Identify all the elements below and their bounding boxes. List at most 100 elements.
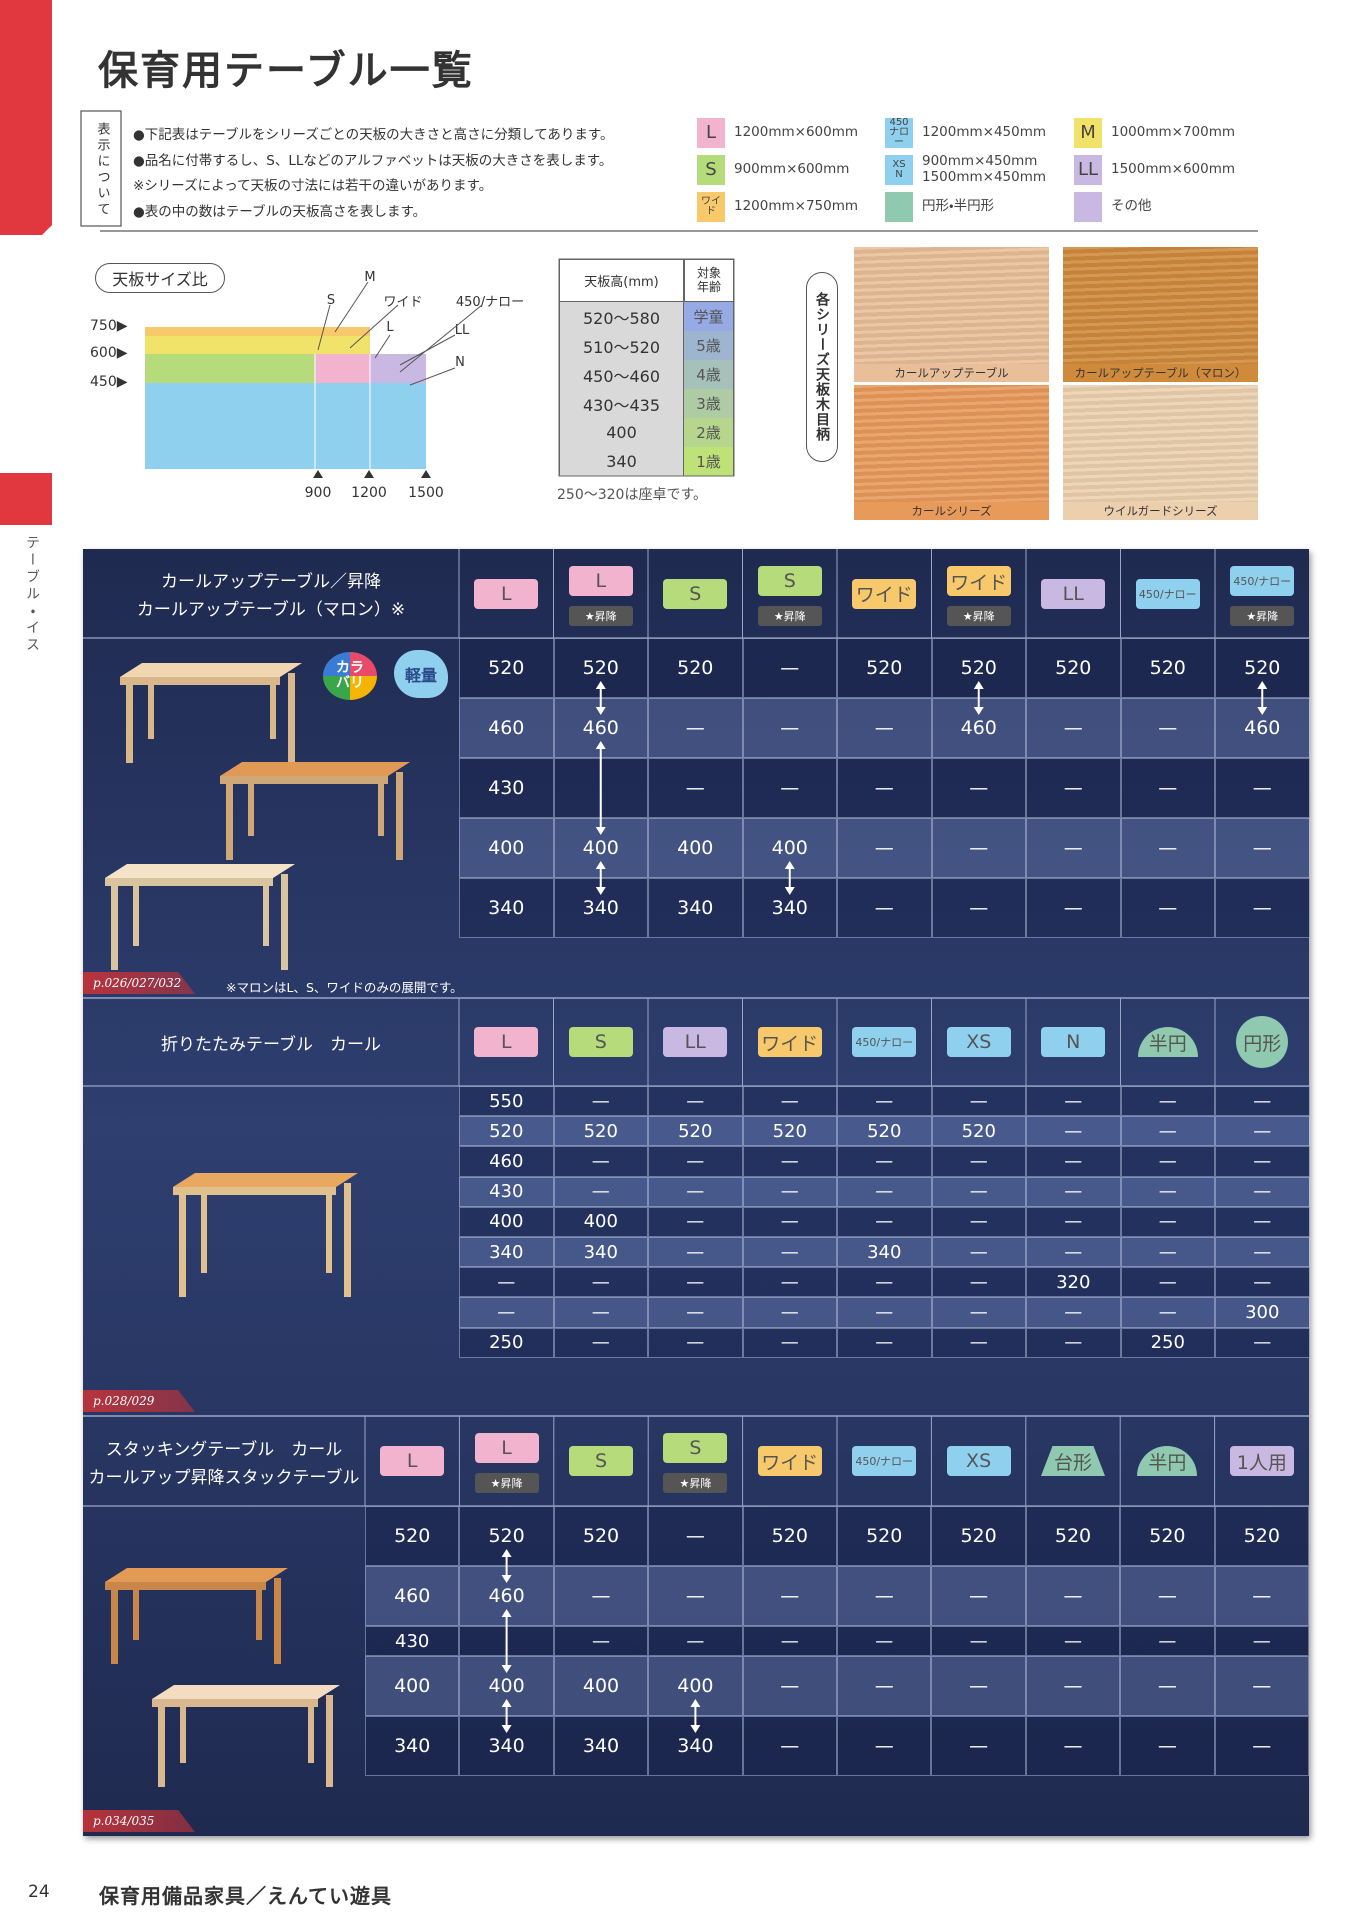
column-sub: ★昇降 [946, 606, 1011, 626]
cell: — [648, 1297, 743, 1328]
cell: — [1215, 1206, 1310, 1237]
age-note: 250～320は座卓です。 [557, 487, 708, 503]
column-code: 円形 [1236, 1016, 1289, 1068]
cell: — [1215, 758, 1310, 818]
cell: 520 [648, 1116, 743, 1147]
cell: — [931, 1297, 1026, 1328]
cell: — [837, 1656, 932, 1716]
cell: — [742, 1206, 837, 1237]
cell: — [1120, 1116, 1215, 1147]
cell: 460 [365, 1566, 460, 1626]
page-number: 24 [28, 1882, 50, 1902]
cell: — [931, 1566, 1026, 1626]
cell [459, 1626, 554, 1656]
cell: — [1025, 1656, 1121, 1716]
size-legend-swatch: M [1074, 118, 1102, 148]
size-legend-desc: 円形・半円形 [922, 198, 995, 215]
cell: — [1215, 1176, 1310, 1207]
cell: 250 [1120, 1327, 1215, 1358]
wood-label: ウイルガードシリーズ [1063, 502, 1258, 520]
column-code: S [569, 1446, 633, 1476]
cell: 340 [459, 1237, 554, 1268]
column-code: S [757, 566, 822, 596]
cell: — [1215, 1086, 1310, 1117]
cell: — [931, 818, 1026, 878]
size-legend-swatch [885, 192, 913, 222]
cell: 520 [742, 1116, 837, 1147]
size-block-label: ワイド [383, 294, 423, 310]
legend-heading: 表示について [94, 122, 110, 218]
size-legend-swatch: 450 ナロー [885, 118, 913, 148]
column-code: ワイド [946, 566, 1011, 596]
cell: — [648, 1176, 743, 1207]
column-code: XS [946, 1027, 1011, 1057]
cell: — [648, 1327, 743, 1358]
cell: — [1120, 818, 1215, 878]
wood-swatch [854, 385, 1049, 502]
wood-swatch [1063, 385, 1258, 502]
cell: — [1026, 1146, 1121, 1177]
cell: — [837, 698, 932, 758]
age-target: 2歳 [684, 418, 734, 447]
cell: — [1026, 1116, 1121, 1147]
cell: — [648, 1506, 743, 1566]
cell: — [931, 878, 1026, 938]
age-header: 対象年齢 [684, 259, 734, 302]
age-target: 4歳 [684, 360, 734, 389]
section-title: 折りたたみテーブル カール [161, 1034, 381, 1055]
cell: 520 [1214, 1506, 1309, 1566]
size-legend-desc: 1200mm×600mm [734, 124, 859, 141]
cell: — [742, 758, 837, 818]
cell: — [837, 1297, 932, 1328]
cell: — [1214, 1716, 1309, 1776]
cell: 340 [648, 878, 743, 938]
wood-swatch [854, 247, 1049, 364]
cell: 520 [931, 1116, 1026, 1147]
cell: — [742, 1716, 837, 1776]
size-block-label: XS [221, 418, 239, 434]
badge: 軽量 [394, 650, 448, 698]
page-ref: p.028/029 [83, 1390, 195, 1412]
cell: — [931, 1237, 1026, 1268]
cell: — [553, 1146, 648, 1177]
cell: 430 [459, 758, 554, 818]
cell: 520 [837, 1506, 932, 1566]
section-title: スタッキングテーブル カール [105, 1439, 343, 1460]
age-range: 340 [559, 447, 684, 476]
cell: — [1025, 1716, 1121, 1776]
size-block-label: LL [454, 322, 470, 338]
cell: — [553, 1297, 648, 1328]
column-code: L [568, 566, 633, 596]
size-block-label: N [455, 354, 465, 370]
cell: — [553, 1566, 649, 1626]
cell: — [742, 1566, 837, 1626]
note: ※シリーズによって天板の寸法には若干の違いがあります。 [133, 178, 493, 194]
cell: 520 [1215, 638, 1310, 698]
age-range: 430～435 [559, 389, 684, 418]
cell: — [1120, 1716, 1215, 1776]
cell: 460 [931, 698, 1026, 758]
cell: 520 [1120, 638, 1215, 698]
cell: — [837, 818, 932, 878]
cell: — [1120, 1267, 1215, 1298]
column-code: ワイド [757, 1446, 822, 1476]
size-x-label: 900 [304, 485, 332, 501]
cell: — [931, 1267, 1026, 1298]
cell: 400 [742, 818, 837, 878]
cell: — [1215, 818, 1310, 878]
cell: — [1120, 1566, 1215, 1626]
cell: — [837, 1566, 932, 1626]
cell: — [648, 758, 743, 818]
cell: 400 [553, 818, 648, 878]
cell: 400 [648, 818, 743, 878]
column-sub: ★昇降 [1230, 606, 1295, 626]
column-code: L [380, 1446, 445, 1476]
cell: — [1120, 1206, 1215, 1237]
cell: — [837, 1327, 932, 1358]
size-legend-desc: 1500mm×600mm [1111, 161, 1236, 178]
cell: 520 [837, 1116, 932, 1147]
cell: 520 [459, 638, 554, 698]
cell: 400 [459, 1656, 554, 1716]
cell: — [1026, 1176, 1121, 1207]
cell: 340 [365, 1716, 460, 1776]
